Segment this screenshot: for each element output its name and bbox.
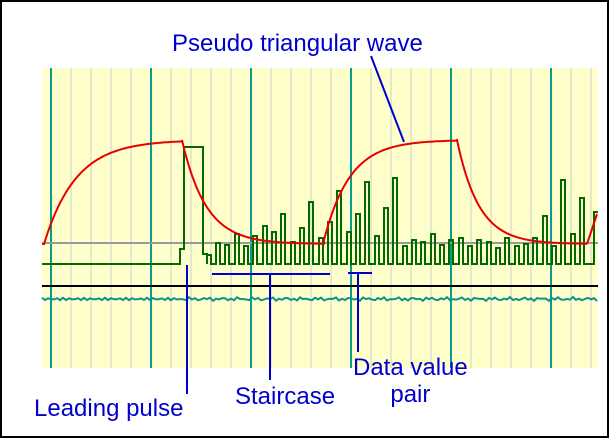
data-value-pair-line1: Data value [353, 354, 468, 381]
grid [50, 68, 592, 368]
title-label: Pseudo triangular wave [172, 30, 423, 57]
pulse-staircase-trace [42, 146, 598, 265]
title-leader-line [370, 55, 405, 143]
baseline-trace [41, 295, 598, 303]
annotations [186, 55, 405, 394]
data-value-pair-label: Data value pair [353, 354, 468, 408]
leading-pulse-label: Leading pulse [34, 395, 184, 422]
plot-area [42, 68, 598, 368]
pseudo-triangular-wave-trace [42, 138, 598, 245]
data-value-pair-line2: pair [390, 381, 431, 408]
staircase-label: Staircase [235, 383, 336, 410]
